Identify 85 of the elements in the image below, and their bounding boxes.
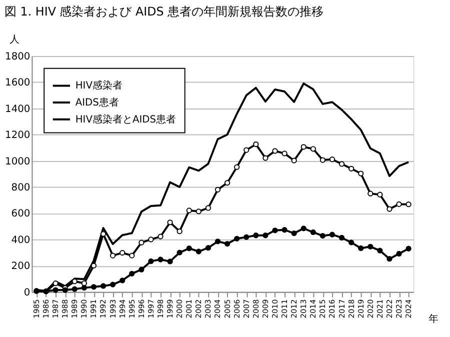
point bbox=[120, 278, 126, 284]
point bbox=[186, 208, 192, 214]
y-tick-label: 600 bbox=[11, 208, 30, 220]
point bbox=[148, 236, 154, 242]
point bbox=[310, 146, 316, 152]
point bbox=[234, 236, 240, 242]
point bbox=[291, 158, 297, 164]
chart-title: 図 1. HIV 感染者および AIDS 患者の年間新規報告数の推移 bbox=[4, 4, 324, 18]
point bbox=[386, 206, 392, 212]
point bbox=[224, 240, 230, 247]
point bbox=[224, 180, 230, 186]
point bbox=[90, 284, 97, 290]
point bbox=[377, 192, 383, 198]
y-tick-label: 1000 bbox=[5, 156, 30, 168]
point bbox=[272, 228, 278, 234]
point bbox=[368, 190, 374, 196]
point bbox=[176, 228, 182, 234]
point bbox=[52, 280, 58, 286]
point bbox=[282, 150, 288, 156]
point bbox=[186, 246, 192, 252]
point bbox=[214, 238, 221, 244]
y-tick-label: 1400 bbox=[5, 104, 30, 115]
point bbox=[262, 232, 268, 238]
legend-label: HIV感染者とAIDS患者 bbox=[75, 113, 176, 126]
point bbox=[110, 252, 116, 258]
point bbox=[110, 282, 116, 288]
point bbox=[282, 227, 288, 233]
point bbox=[148, 258, 154, 264]
legend-label: AIDS患者 bbox=[75, 96, 119, 109]
point bbox=[358, 245, 364, 252]
point bbox=[338, 234, 345, 241]
point bbox=[158, 234, 164, 240]
point bbox=[310, 229, 316, 236]
point bbox=[205, 205, 212, 211]
point bbox=[386, 256, 392, 262]
y-tick-label: 400 bbox=[11, 234, 30, 246]
point bbox=[358, 170, 364, 176]
x-axis-title: 年 bbox=[428, 313, 439, 326]
point bbox=[167, 220, 173, 226]
point bbox=[138, 266, 144, 272]
y-tick-label: 200 bbox=[11, 261, 30, 272]
y-tick-label: 1800 bbox=[5, 51, 30, 62]
point bbox=[196, 248, 202, 254]
legend-label: HIV感染者 bbox=[75, 80, 122, 92]
point bbox=[129, 252, 135, 258]
point bbox=[52, 287, 58, 293]
point bbox=[196, 208, 202, 214]
point bbox=[262, 155, 268, 161]
point bbox=[158, 256, 164, 262]
point bbox=[205, 245, 212, 251]
point bbox=[120, 250, 126, 256]
point bbox=[300, 144, 306, 150]
point bbox=[253, 232, 259, 238]
point bbox=[396, 201, 402, 208]
point bbox=[320, 157, 326, 163]
y-tick-label: 1600 bbox=[5, 78, 30, 89]
point bbox=[244, 234, 250, 240]
point bbox=[406, 202, 412, 208]
point bbox=[377, 248, 383, 254]
point bbox=[253, 141, 259, 148]
point bbox=[272, 148, 278, 154]
point bbox=[329, 156, 336, 162]
y-tick-label: 800 bbox=[11, 182, 30, 194]
point bbox=[129, 270, 135, 276]
point bbox=[138, 240, 144, 246]
point bbox=[244, 147, 250, 153]
point bbox=[167, 258, 173, 264]
point bbox=[329, 232, 336, 238]
point bbox=[214, 186, 221, 192]
point bbox=[234, 164, 240, 170]
y-tick-label: 1200 bbox=[5, 130, 30, 142]
point bbox=[348, 240, 354, 246]
point bbox=[72, 286, 78, 292]
point bbox=[406, 246, 412, 252]
point bbox=[300, 226, 306, 232]
point bbox=[348, 166, 354, 172]
point bbox=[100, 283, 106, 289]
point bbox=[338, 161, 345, 167]
y-tick-label: 0 bbox=[24, 287, 30, 298]
y-axis-title: 人 bbox=[9, 34, 20, 46]
point bbox=[176, 250, 182, 256]
point bbox=[368, 244, 374, 250]
point bbox=[320, 232, 326, 239]
point bbox=[291, 230, 297, 236]
point bbox=[396, 250, 402, 257]
